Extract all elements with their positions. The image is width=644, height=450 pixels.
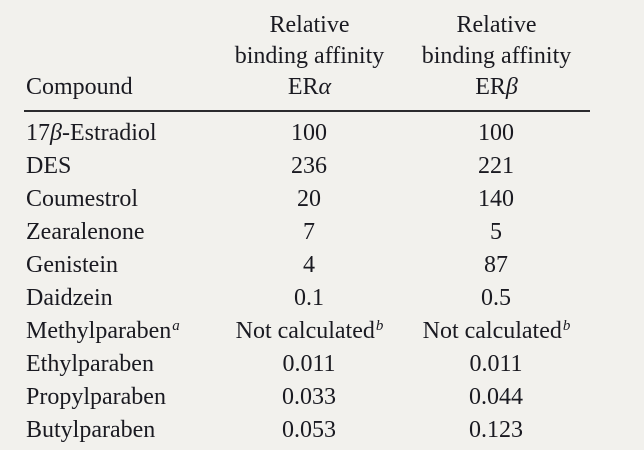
era-value: 7 — [216, 216, 403, 249]
binding-affinity-table: Compound Relative binding affinity ERα R… — [24, 10, 590, 447]
compound-name: Coumestrol — [24, 183, 216, 216]
erb-value-text: 0.123 — [469, 417, 523, 443]
compound-name: 17β-Estradiol — [24, 117, 216, 150]
table-body: 17β-Estradiol 100 100 DES 236 221 Coumes… — [24, 112, 590, 447]
receptor-prefix: ER — [475, 74, 506, 100]
compound-name-text: Daidzein — [26, 285, 113, 311]
erb-value: 0.011 — [403, 348, 590, 381]
erb-value: 0.5 — [403, 282, 590, 315]
header-line-relative: Relative — [456, 12, 537, 38]
greek-beta: β — [50, 120, 62, 146]
era-value-text: 0.011 — [282, 351, 336, 377]
era-value-text: 4 — [303, 252, 315, 278]
receptor-prefix: ER — [287, 74, 319, 100]
compound-name-text: Methylparaben — [26, 318, 172, 344]
compound-name-text: Butylparaben — [26, 417, 156, 443]
era-value: Not calculatedb — [216, 315, 403, 348]
compound-name: Methylparabena — [24, 315, 216, 348]
footnote-marker-b: b — [375, 318, 384, 334]
compound-name-text: Propylparaben — [26, 384, 166, 410]
table-row: Genistein 4 87 — [24, 249, 590, 282]
era-value: 100 — [216, 117, 403, 150]
erb-value: 100 — [403, 117, 590, 150]
erb-value: 0.044 — [403, 381, 590, 414]
compound-name-text: 17 — [26, 120, 50, 146]
erb-value-text: 221 — [478, 153, 514, 179]
compound-name-text: -Estradiol — [61, 120, 157, 146]
erb-value: 140 — [403, 183, 590, 216]
erb-value-text: Not calculated — [422, 318, 562, 344]
era-value: 20 — [216, 183, 403, 216]
era-value-text: Not calculated — [235, 318, 375, 344]
receptor-label-er-beta: ERβ — [475, 74, 518, 100]
compound-name-text: DES — [26, 153, 72, 179]
compound-name: Propylparaben — [24, 381, 216, 414]
table-row: Zearalenone 7 5 — [24, 216, 590, 249]
table-row: Methylparabena Not calculatedb Not calcu… — [24, 315, 590, 348]
footnote-marker-a: a — [172, 318, 180, 334]
era-value-text: 0.1 — [294, 285, 324, 311]
erb-value-text: 0.011 — [469, 351, 523, 377]
compound-name-text: Genistein — [26, 252, 118, 278]
compound-name: Daidzein — [24, 282, 216, 315]
erb-value-text: 5 — [490, 219, 502, 245]
era-value-text: 0.053 — [282, 417, 336, 443]
erb-value: Not calculatedb — [403, 315, 590, 348]
header-line-binding-affinity: binding affinity — [234, 43, 385, 69]
column-header-compound: Compound — [26, 74, 133, 100]
table-row: 17β-Estradiol 100 100 — [24, 117, 590, 150]
table-row: Butylparaben 0.053 0.123 — [24, 414, 590, 447]
compound-name: Genistein — [24, 249, 216, 282]
compound-name-text: Zearalenone — [26, 219, 145, 245]
greek-beta: β — [505, 74, 518, 100]
era-value: 0.053 — [216, 414, 403, 447]
compound-name: Butylparaben — [24, 414, 216, 447]
table-row: DES 236 221 — [24, 150, 590, 183]
compound-name: Ethylparaben — [24, 348, 216, 381]
erb-value-text: 0.5 — [481, 285, 511, 311]
compound-name-text: Ethylparaben — [26, 351, 154, 377]
column-header-er-alpha: Relative binding affinity ERα — [216, 10, 403, 103]
erb-value: 5 — [403, 216, 590, 249]
header-line-binding-affinity: binding affinity — [421, 43, 572, 69]
compound-name: DES — [24, 150, 216, 183]
receptor-label-er-alpha: ERα — [288, 74, 331, 100]
compound-name: Zearalenone — [24, 216, 216, 249]
table-row: Daidzein 0.1 0.5 — [24, 282, 590, 315]
table-row: Coumestrol 20 140 — [24, 183, 590, 216]
erb-value: 0.123 — [403, 414, 590, 447]
era-value-text: 100 — [291, 120, 327, 146]
table-header-row: Compound Relative binding affinity ERα R… — [24, 10, 590, 112]
era-value: 4 — [216, 249, 403, 282]
erb-value-text: 87 — [484, 252, 508, 278]
table-row: Propylparaben 0.033 0.044 — [24, 381, 590, 414]
era-value: 0.033 — [216, 381, 403, 414]
era-value-text: 0.033 — [282, 384, 336, 410]
era-value: 0.1 — [216, 282, 403, 315]
compound-name-text: Coumestrol — [26, 186, 138, 212]
column-header-er-beta: Relative binding affinity ERβ — [403, 10, 590, 103]
erb-value: 221 — [403, 150, 590, 183]
era-value-text: 236 — [291, 153, 327, 179]
era-value: 236 — [216, 150, 403, 183]
greek-alpha: α — [318, 74, 332, 100]
footnote-marker-b: b — [562, 318, 571, 334]
header-line-relative: Relative — [269, 12, 350, 38]
erb-value-text: 140 — [478, 186, 514, 212]
erb-value: 87 — [403, 249, 590, 282]
era-value-text: 7 — [303, 219, 315, 245]
erb-value-text: 0.044 — [469, 384, 523, 410]
era-value-text: 20 — [297, 186, 321, 212]
table-row: Ethylparaben 0.011 0.011 — [24, 348, 590, 381]
erb-value-text: 100 — [478, 120, 514, 146]
era-value: 0.011 — [216, 348, 403, 381]
